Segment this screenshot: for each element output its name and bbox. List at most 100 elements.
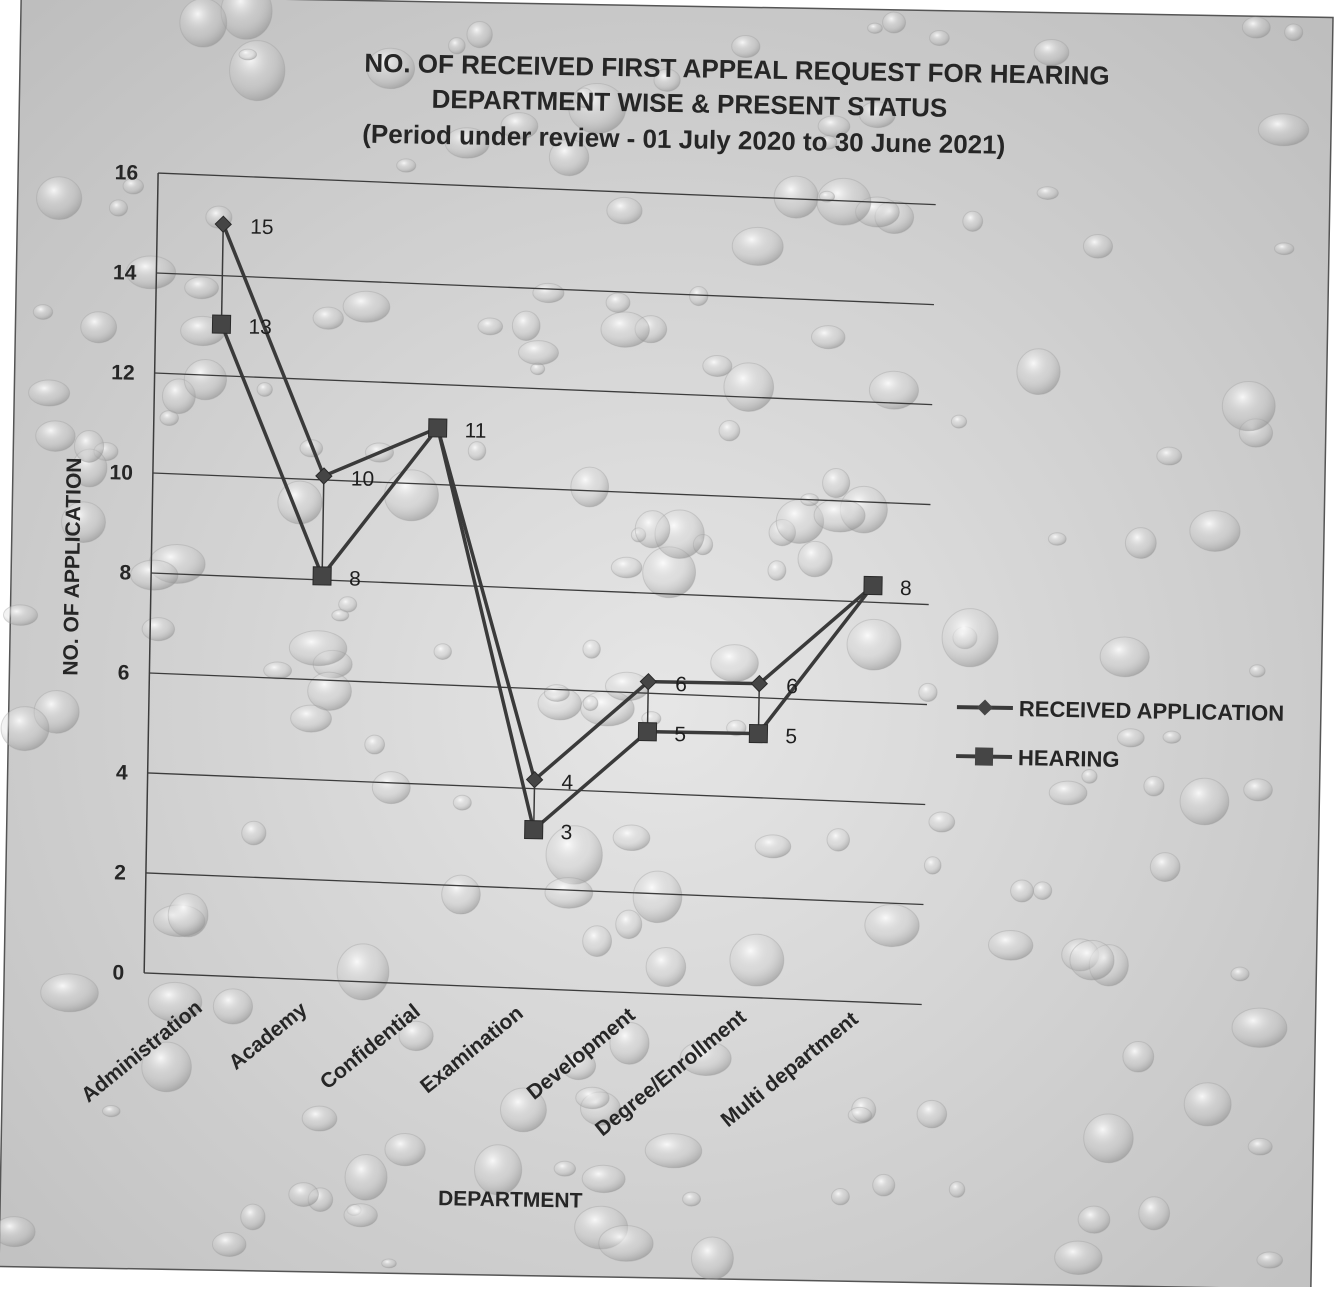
water-drop bbox=[612, 824, 651, 852]
water-drop bbox=[0, 706, 50, 752]
water-drop bbox=[858, 101, 896, 129]
water-drop bbox=[238, 48, 258, 61]
water-drop bbox=[35, 420, 76, 452]
water-drop bbox=[1156, 446, 1183, 466]
legend-received-label: RECEIVED APPLICATION bbox=[1019, 696, 1285, 726]
water-drop bbox=[767, 560, 787, 581]
hearing-point bbox=[637, 722, 658, 742]
water-drop bbox=[797, 540, 833, 578]
water-drop bbox=[179, 0, 228, 48]
y-tick-label: 12 bbox=[111, 361, 135, 384]
water-drop bbox=[241, 820, 267, 846]
received-data-label: 15 bbox=[250, 216, 274, 239]
water-drop bbox=[634, 510, 671, 549]
water-drop bbox=[645, 946, 687, 988]
water-drop bbox=[1231, 1007, 1288, 1048]
received-point bbox=[639, 672, 658, 691]
water-drop bbox=[1047, 532, 1067, 546]
water-drop bbox=[916, 1099, 948, 1129]
water-drop bbox=[570, 466, 610, 508]
water-drop bbox=[1054, 1240, 1103, 1275]
hearing-point bbox=[748, 723, 769, 744]
water-drop bbox=[1122, 1040, 1155, 1073]
water-drop bbox=[810, 325, 846, 350]
water-drop bbox=[307, 671, 352, 711]
received-data-label: 6 bbox=[675, 673, 687, 696]
y-tick-label: 2 bbox=[114, 861, 126, 884]
legend-hearing-marker bbox=[974, 747, 994, 766]
water-drop bbox=[61, 501, 106, 543]
water-drop bbox=[141, 1041, 192, 1093]
gridline bbox=[144, 972, 922, 1006]
water-drop bbox=[108, 199, 129, 217]
water-drop bbox=[1179, 777, 1230, 826]
water-drop bbox=[600, 311, 650, 348]
water-drop bbox=[338, 596, 358, 613]
y-tick-label: 6 bbox=[118, 661, 130, 684]
water-drop bbox=[729, 933, 785, 987]
water-drop bbox=[1257, 113, 1310, 147]
water-drop bbox=[183, 358, 228, 401]
water-drop bbox=[1162, 730, 1182, 744]
water-drop bbox=[950, 414, 968, 429]
water-drop bbox=[702, 355, 733, 377]
water-drop bbox=[1183, 1082, 1232, 1127]
water-drop bbox=[344, 1154, 388, 1201]
water-drop bbox=[918, 682, 938, 703]
water-drop bbox=[615, 909, 643, 940]
water-drop bbox=[632, 870, 683, 924]
water-drop bbox=[606, 196, 643, 225]
water-drop bbox=[1016, 348, 1061, 396]
water-drop bbox=[263, 661, 293, 680]
water-drop bbox=[575, 1086, 610, 1110]
water-drop bbox=[40, 973, 99, 1013]
water-drop bbox=[1241, 16, 1271, 39]
water-drop bbox=[868, 370, 919, 410]
water-drop bbox=[518, 340, 560, 366]
y-tick-label: 16 bbox=[115, 161, 139, 184]
water-drop bbox=[545, 825, 603, 885]
water-drop bbox=[1069, 939, 1115, 981]
water-drop bbox=[32, 304, 54, 320]
water-drop bbox=[343, 1203, 378, 1228]
water-drop bbox=[1138, 1196, 1171, 1231]
water-drop bbox=[256, 382, 273, 397]
water-drop bbox=[398, 1020, 434, 1052]
water-drop bbox=[448, 37, 466, 55]
water-drop bbox=[159, 410, 179, 427]
water-drop bbox=[1124, 527, 1157, 559]
water-drop bbox=[1243, 778, 1273, 802]
water-drop bbox=[830, 1188, 850, 1206]
water-drop bbox=[477, 317, 504, 336]
water-drop bbox=[141, 617, 176, 642]
hearing-data-label: 5 bbox=[785, 725, 797, 748]
hearing-point bbox=[524, 820, 544, 840]
water-drop bbox=[125, 255, 177, 290]
water-drop bbox=[754, 834, 792, 859]
water-drop bbox=[466, 20, 493, 49]
water-drop-texture bbox=[0, 0, 1310, 1281]
received-point bbox=[750, 674, 769, 693]
water-drop bbox=[1247, 1137, 1273, 1156]
water-drop bbox=[544, 877, 594, 909]
water-drop bbox=[553, 1160, 577, 1177]
gridline bbox=[147, 772, 926, 806]
water-drop bbox=[371, 771, 411, 805]
water-drop bbox=[36, 176, 83, 221]
gridline bbox=[151, 572, 929, 606]
legend-hearing-label: HEARING bbox=[1018, 745, 1120, 772]
water-drop bbox=[689, 285, 709, 307]
water-drop bbox=[1274, 242, 1295, 256]
water-drop bbox=[818, 135, 838, 150]
water-drop bbox=[1099, 636, 1150, 678]
hearing-point bbox=[211, 314, 232, 334]
water-drop bbox=[582, 695, 599, 712]
water-drop bbox=[723, 362, 775, 412]
water-drop bbox=[2, 604, 39, 626]
water-drop bbox=[301, 1105, 338, 1132]
water-drop bbox=[710, 644, 759, 683]
water-drop bbox=[384, 1133, 426, 1167]
water-drop bbox=[1249, 664, 1266, 678]
water-drop bbox=[543, 684, 570, 702]
hearing-data-label: 11 bbox=[464, 419, 486, 442]
